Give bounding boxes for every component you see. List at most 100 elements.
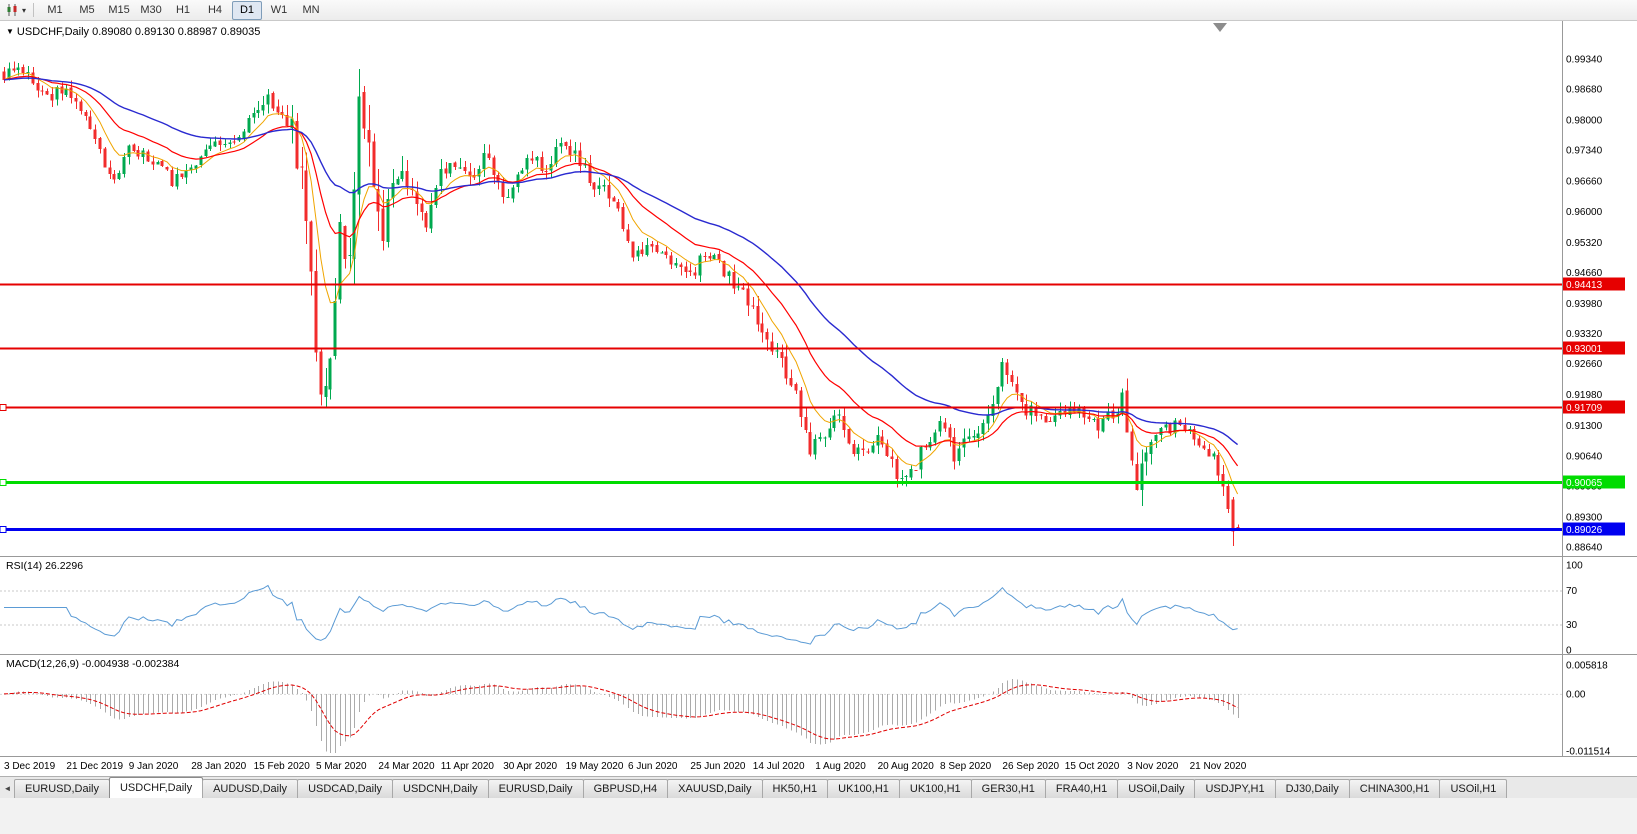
candle-body: [26, 71, 30, 73]
symbol-tab-xauusd-daily[interactable]: XAUUSD,Daily: [667, 779, 763, 798]
chart-type-icon[interactable]: [4, 2, 22, 18]
price-tick-label: 0.98680: [1566, 85, 1603, 96]
price-line-label: 0.94413: [1566, 280, 1603, 291]
candle-body: [218, 140, 222, 146]
symbol-tab-usoil-daily[interactable]: USOil,Daily: [1117, 779, 1196, 798]
candle-body: [669, 255, 673, 265]
candle-body: [391, 183, 395, 199]
date-tick-label: 26 Sep 2020: [1002, 761, 1059, 772]
chart-collapse-icon[interactable]: ▼: [6, 27, 14, 36]
symbol-tab-usdcnh-daily[interactable]: USDCNH,Daily: [392, 779, 489, 798]
timeframe-button-mn[interactable]: MN: [302, 3, 320, 16]
candle-body: [204, 149, 208, 157]
candle-body: [242, 131, 246, 139]
candle-body: [1168, 424, 1172, 434]
price-line-handle[interactable]: [0, 479, 7, 486]
candle-body: [530, 158, 534, 161]
candle-body: [525, 157, 529, 170]
chart-shift-marker-icon[interactable]: [1213, 23, 1227, 32]
tab-scroll-left-icon[interactable]: ◄: [3, 784, 12, 793]
price-line-handle[interactable]: [0, 404, 7, 411]
timeframe-button-h4[interactable]: H4: [207, 3, 223, 16]
candle-body: [386, 199, 390, 242]
candle-body: [405, 171, 409, 188]
symbol-tab-dj30-daily[interactable]: DJ30,Daily: [1274, 779, 1350, 798]
price-tick-label: 0.98000: [1566, 116, 1603, 127]
symbol-tab-fra40-h1[interactable]: FRA40,H1: [1044, 779, 1119, 798]
timeframe-button-w1[interactable]: W1: [270, 3, 288, 16]
candle-body: [597, 185, 601, 189]
candle-body: [1231, 499, 1235, 532]
date-tick-label: 24 Mar 2020: [378, 761, 435, 772]
candle-body: [501, 182, 505, 197]
candle-body: [304, 170, 308, 221]
date-tick-label: 3 Dec 2019: [4, 761, 56, 772]
timeframe-button-m15[interactable]: M15: [108, 3, 130, 16]
candle-body: [285, 115, 289, 127]
candle-body: [1101, 418, 1105, 432]
timeframe-button-m1[interactable]: M1: [47, 3, 63, 16]
symbol-tab-eurusd-daily[interactable]: EURUSD,Daily: [487, 779, 584, 798]
candle-body: [199, 156, 203, 165]
candle-body: [660, 252, 664, 254]
candle-body: [300, 166, 304, 168]
bottom-filler: [0, 798, 1637, 834]
candle-body: [876, 434, 880, 446]
chart-dropdown-caret-icon[interactable]: ▾: [22, 5, 27, 15]
candle-body: [40, 90, 44, 92]
candle-body: [1216, 455, 1220, 476]
price-line-handle[interactable]: [0, 526, 7, 533]
candle-body: [986, 415, 990, 424]
symbol-tab-uk100-h1[interactable]: UK100,H1: [827, 779, 900, 798]
candle-body: [650, 244, 654, 247]
symbol-tab-audusd-daily[interactable]: AUDUSD,Daily: [202, 779, 299, 798]
candle-body: [328, 358, 332, 390]
macd-tick-label: 0.005818: [1566, 661, 1608, 672]
candle-body: [712, 254, 716, 259]
candle-body: [1111, 410, 1115, 419]
candle-body: [861, 448, 865, 451]
candle-body: [568, 145, 572, 155]
price-line-label-box: [1563, 400, 1625, 414]
symbol-tab-usdcad-daily[interactable]: USDCAD,Daily: [297, 779, 394, 798]
symbol-tab-ger30-h1[interactable]: GER30,H1: [970, 779, 1046, 798]
candle-body: [847, 429, 851, 444]
timeframe-button-d1[interactable]: D1: [232, 0, 263, 20]
symbol-tab-usoil-h1[interactable]: USOil,H1: [1439, 779, 1508, 798]
candle-body: [228, 142, 232, 145]
candle-body: [760, 323, 764, 333]
candle-body: [645, 244, 649, 255]
candle-body: [93, 129, 97, 139]
price-line-label: 0.89026: [1566, 525, 1603, 536]
candle-body: [1068, 406, 1072, 416]
candle-body: [914, 470, 918, 472]
symbol-tab-china300-h1[interactable]: CHINA300,H1: [1348, 779, 1441, 798]
candle-body: [1144, 452, 1148, 462]
symbol-tab-usdchf-daily[interactable]: USDCHF,Daily: [108, 777, 204, 798]
timeframe-buttons-group: M1 M5 M15 M30 H1 H4 D1 W1 MN: [39, 0, 327, 20]
candle-body: [540, 156, 544, 172]
candle-body: [588, 163, 592, 183]
candle-body: [640, 249, 644, 254]
candle-body: [453, 162, 457, 167]
price-tick-label: 0.93320: [1566, 329, 1603, 340]
timeframe-button-m5[interactable]: M5: [79, 3, 95, 16]
candle-body: [554, 146, 558, 164]
candle-body: [108, 167, 112, 174]
symbol-tab-hk50-h1[interactable]: HK50,H1: [761, 779, 829, 798]
date-tick-label: 1 Aug 2020: [815, 761, 866, 772]
timeframe-button-m30[interactable]: M30: [140, 3, 162, 16]
candle-body: [324, 385, 328, 397]
symbol-tab-eurusd-daily[interactable]: EURUSD,Daily: [14, 779, 110, 798]
candle-body: [813, 439, 817, 455]
symbol-tab-uk100-h1[interactable]: UK100,H1: [898, 779, 972, 798]
symbol-tab-usdjpy-h1[interactable]: USDJPY,H1: [1194, 779, 1276, 798]
candle-body: [544, 171, 548, 173]
price-tick-label: 0.90640: [1566, 451, 1603, 462]
candle-body: [1154, 434, 1158, 442]
candle-body: [400, 171, 404, 180]
candle-body: [444, 168, 448, 174]
timeframe-button-h1[interactable]: H1: [175, 3, 191, 16]
symbol-tab-gbpusd-h4[interactable]: GBPUSD,H4: [582, 779, 669, 798]
